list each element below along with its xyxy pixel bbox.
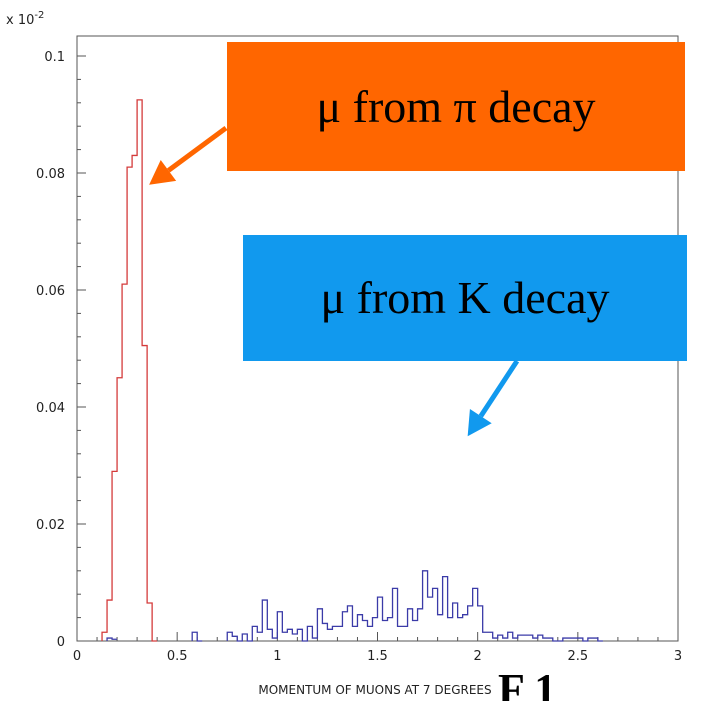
histogram-bin-k xyxy=(458,618,463,641)
y-tick-label: 0.04 xyxy=(36,401,65,416)
histogram-bin-k xyxy=(287,629,292,641)
histogram-bin-k xyxy=(438,615,443,641)
y-scale-label: x 10-2 xyxy=(6,10,44,28)
x-tick-label: 2 xyxy=(474,649,482,664)
histogram-bin-pi xyxy=(127,167,132,641)
histogram-bin-k xyxy=(453,603,458,641)
histogram-bin-pi xyxy=(112,471,117,641)
pi-decay-callout: μ from π decay xyxy=(227,42,685,171)
histogram-bin-k xyxy=(488,632,493,641)
histogram-bin-pi xyxy=(102,632,107,641)
histogram-bin-k xyxy=(418,609,423,641)
y-tick-label: 0.02 xyxy=(36,518,65,533)
k-decay-histogram xyxy=(106,570,603,642)
stray-slide-text: F 1 xyxy=(498,668,557,701)
y-tick-label: 0 xyxy=(57,635,65,650)
y-tick-label: 0.08 xyxy=(36,167,65,182)
histogram-bin-k xyxy=(257,632,262,641)
histogram-bin-k xyxy=(372,618,377,641)
histogram-bin-k xyxy=(528,635,533,641)
histogram-bin-k xyxy=(277,612,282,641)
histogram-bin-k xyxy=(367,626,372,641)
histogram-bin-k xyxy=(508,632,513,641)
histogram-bin-k xyxy=(518,635,523,641)
histogram-bin-pi xyxy=(132,155,137,641)
histogram-bin-k xyxy=(342,612,347,641)
y-tick-label: 0.1 xyxy=(44,50,65,65)
histogram-bin-k xyxy=(297,629,302,641)
histogram-bin-k xyxy=(357,615,362,641)
histogram-bin-pi xyxy=(122,284,127,641)
histogram-bin-k xyxy=(468,606,473,641)
x-axis-title: MOMENTUM OF MUONS AT 7 DEGREES xyxy=(258,683,491,697)
x-tick-label: 2.5 xyxy=(567,649,588,664)
histogram-bin-k xyxy=(352,626,357,641)
histogram-bin-k xyxy=(483,632,488,641)
x-tick-label: 1.5 xyxy=(367,649,388,664)
histogram-bin-k xyxy=(428,597,433,641)
histogram-bin-k xyxy=(413,621,418,641)
pi-decay-histogram xyxy=(101,99,158,642)
histogram-bin-pi xyxy=(142,346,147,641)
histogram-bin-pi xyxy=(117,378,122,641)
y-scale-exponent: -2 xyxy=(34,10,44,21)
histogram-bin-k xyxy=(252,626,257,641)
histogram-bin-k xyxy=(393,588,398,641)
histogram-bin-k xyxy=(478,606,483,641)
x-tick-label: 0.5 xyxy=(167,649,188,664)
histogram-bin-k xyxy=(523,635,528,641)
histogram-bin-k xyxy=(227,632,232,641)
histogram-bin-k xyxy=(408,609,413,641)
histogram-bin-k xyxy=(383,621,388,641)
histogram-bin-k xyxy=(267,629,272,641)
histogram-bin-k xyxy=(262,600,267,641)
histogram-bin-k xyxy=(317,609,322,641)
histogram-bin-k xyxy=(433,588,438,641)
x-tick-label: 1 xyxy=(273,649,281,664)
k-decay-callout: μ from K decay xyxy=(243,235,687,361)
histogram-bin-k xyxy=(388,618,393,641)
histogram-bin-pi xyxy=(147,603,152,641)
histogram-bin-pi xyxy=(107,600,112,641)
histogram-bin-k xyxy=(347,606,352,641)
histogram-bin-k xyxy=(332,626,337,641)
histogram-bin-k xyxy=(232,636,237,641)
y-tick-label: 0.06 xyxy=(36,284,65,299)
histogram-bin-k xyxy=(473,588,478,641)
histogram-bin-k xyxy=(192,632,197,641)
histogram-bin-pi xyxy=(137,100,142,641)
histogram-bin-k xyxy=(378,597,383,641)
histogram-bin-k xyxy=(362,621,367,641)
histogram-bin-k xyxy=(538,635,543,641)
pi-arrow-head xyxy=(149,159,177,185)
histogram-bin-k xyxy=(282,632,287,641)
histogram-bin-k xyxy=(448,618,453,641)
k-arrow-line xyxy=(478,359,520,418)
histogram-bin-k xyxy=(463,615,468,641)
histogram-bin-k xyxy=(423,571,428,641)
histogram-bin-k xyxy=(322,623,327,641)
histogram-bin-k xyxy=(307,626,312,641)
histogram-bin-k xyxy=(498,635,503,641)
histogram-bin-k xyxy=(327,629,332,641)
histogram-bin-k xyxy=(292,634,297,641)
x-tick-label: 0 xyxy=(73,649,81,664)
histogram-bin-k xyxy=(337,626,342,641)
k-arrow-head xyxy=(467,409,492,437)
pi-arrow-line xyxy=(166,125,228,173)
histogram-bin-k xyxy=(403,626,408,641)
histogram-bin-k xyxy=(443,577,448,641)
histogram-bin-k xyxy=(242,634,247,641)
x-tick-label: 3 xyxy=(674,649,682,664)
histogram-bin-k xyxy=(398,626,403,641)
